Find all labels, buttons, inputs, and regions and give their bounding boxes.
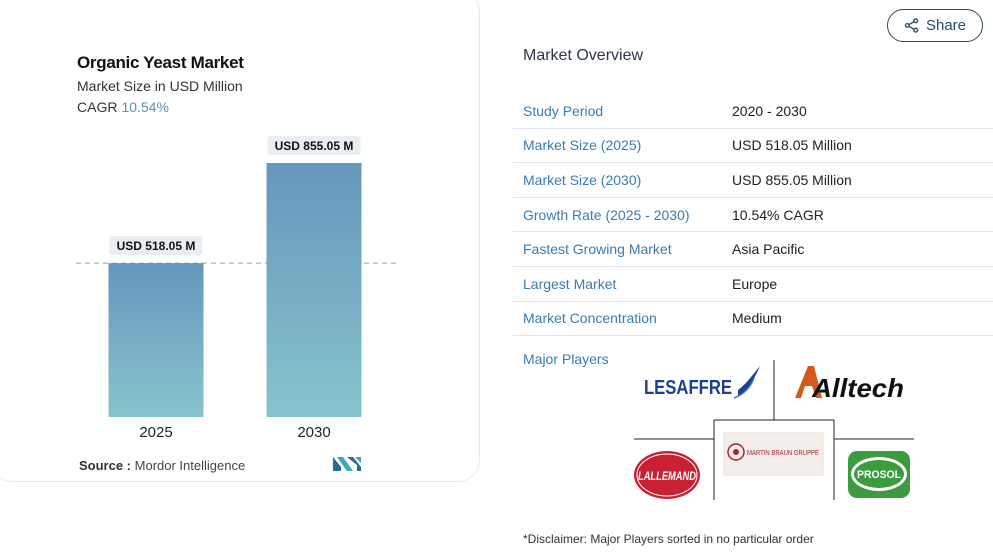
lesaffre-wing-icon <box>738 366 760 397</box>
bar-2030[interactable] <box>266 163 362 417</box>
overview-key[interactable]: Market Size (2025) <box>523 137 642 154</box>
martin-braun-logo: MARTIN BRAUN GRUPPE <box>723 432 824 476</box>
chart-card <box>0 0 480 482</box>
alltech-a-icon <box>795 366 822 398</box>
overview-row: Market Size (2030) USD 855.05 Million <box>513 163 993 198</box>
data-label: USD 855.05 M <box>275 139 354 153</box>
share-label: Share <box>925 17 967 34</box>
source-value: Mordor Intelligence <box>134 458 246 473</box>
overview-value: USD 518.05 Million <box>732 137 852 154</box>
source-label: Source : <box>79 458 132 473</box>
prosol-logo-text: PROSOL <box>857 469 901 481</box>
lallemand-logo-text: LALLEMAND <box>638 469 696 483</box>
overview-table: Study Period 2020 - 2030 Market Size (202… <box>513 94 993 337</box>
overview-value: USD 855.05 Million <box>732 171 852 188</box>
overview-row: Market Size (2025) USD 518.05 Million <box>513 129 993 164</box>
overview-row: Market Concentration Medium <box>513 302 993 337</box>
martin-braun-emblem-icon <box>727 443 745 461</box>
major-players-label[interactable]: Major Players <box>523 351 609 367</box>
chart-subtitle: Market Size in USD Million <box>77 78 243 94</box>
overview-key[interactable]: Fastest Growing Market <box>523 241 672 258</box>
overview-key[interactable]: Growth Rate (2025 - 2030) <box>523 206 690 223</box>
share-button[interactable]: Share <box>887 9 983 42</box>
mordor-logo-icon <box>333 457 361 471</box>
chart-title: Organic Yeast Market <box>77 53 244 72</box>
martin-braun-logo-text: MARTIN BRAUN GRUPPE <box>747 450 819 457</box>
lesaffre-logo: LESAFFRE <box>644 366 760 399</box>
alltech-logo-text: Alltech <box>811 373 904 403</box>
overview-value: 2020 - 2030 <box>732 102 807 119</box>
prosol-logo: PROSOL <box>848 451 910 498</box>
data-label-bg <box>109 236 203 256</box>
cagr-value: 10.54% <box>121 99 169 115</box>
overview-value: Asia Pacific <box>732 241 805 258</box>
disclaimer: *Disclaimer: Major Players sorted in no … <box>523 532 814 546</box>
overview-key[interactable]: Market Concentration <box>523 310 657 327</box>
bar-chart: USD 518.05 M 2025 USD 855.05 M 2030 <box>76 136 396 441</box>
lallemand-logo: LALLEMAND <box>634 451 700 499</box>
overview-value: Europe <box>732 275 778 292</box>
x-tick-label: 2030 <box>297 424 330 441</box>
overview-row: Study Period 2020 - 2030 <box>513 94 993 129</box>
cagr-label: CAGR <box>77 99 118 115</box>
overview-title: Market Overview <box>523 47 644 64</box>
overview-row: Largest Market Europe <box>513 267 993 302</box>
share-icon <box>904 18 919 33</box>
overview-key[interactable]: Largest Market <box>523 275 617 292</box>
alltech-logo: Alltech <box>795 366 904 403</box>
bar-2025[interactable] <box>108 263 204 417</box>
overview-value: Medium <box>732 310 782 327</box>
chart-cagr: CAGR 10.54% <box>77 99 169 115</box>
x-tick-label: 2025 <box>139 424 172 441</box>
lesaffre-logo-text: LESAFFRE <box>644 377 732 399</box>
overview-row: Growth Rate (2025 - 2030) 10.54% CAGR <box>513 198 993 233</box>
data-label-bg <box>267 136 361 155</box>
overview-key[interactable]: Study Period <box>523 102 604 119</box>
data-label: USD 518.05 M <box>117 239 196 253</box>
overview-key[interactable]: Market Size (2030) <box>523 171 642 188</box>
overview-row: Fastest Growing Market Asia Pacific <box>513 232 993 267</box>
overview-value: 10.54% CAGR <box>732 206 824 223</box>
chart-source: Source : Mordor Intelligence <box>79 458 245 473</box>
